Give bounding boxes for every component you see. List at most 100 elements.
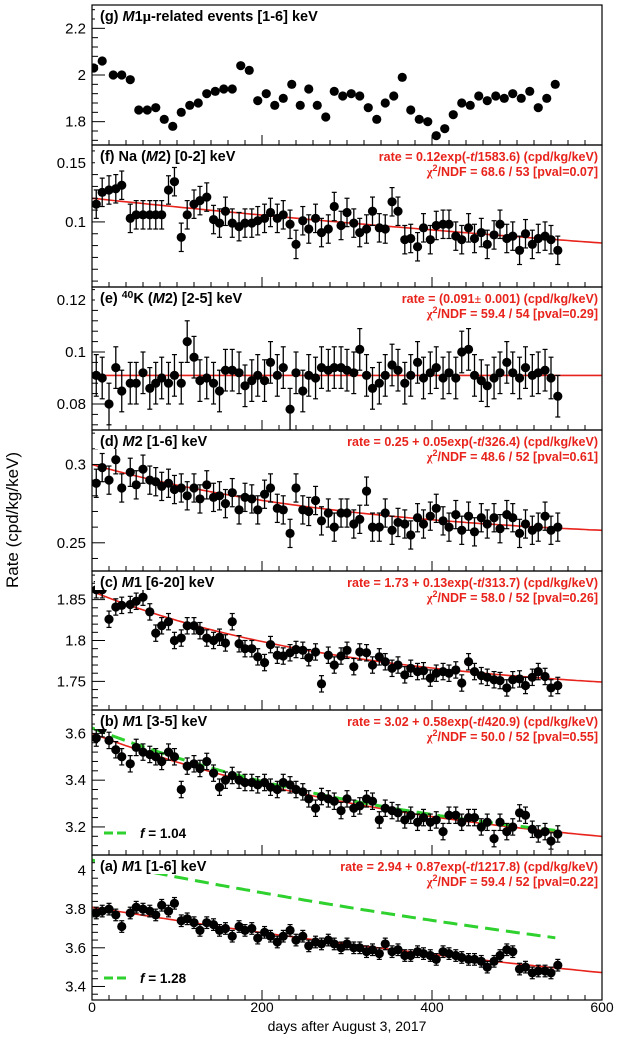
fit-chi2: χ2/NDF = 59.4 / 52 [pval=0.22] <box>426 873 598 889</box>
data-point <box>463 511 474 521</box>
fit-chi2: χ2/NDF = 48.6 / 52 [pval=0.61] <box>426 448 598 464</box>
y-tick-label: 3.4 <box>65 978 86 995</box>
data-point <box>367 796 378 806</box>
data-point <box>431 954 441 965</box>
data-point <box>374 815 384 825</box>
data-point <box>259 489 270 499</box>
data-point <box>514 245 525 255</box>
x-axis-label: days after August 3, 2017 <box>268 1018 427 1034</box>
data-point <box>92 478 101 488</box>
data-point <box>214 218 225 228</box>
data-point <box>310 495 321 506</box>
data-point <box>227 218 237 228</box>
data-point <box>367 383 378 393</box>
data-point <box>336 651 346 661</box>
data-point <box>159 114 169 124</box>
data-point <box>310 803 321 813</box>
data-point <box>220 206 231 216</box>
fit-formula: rate = (0.091± 0.001) (cpd/kg/keV) <box>402 292 598 306</box>
data-point <box>291 483 301 493</box>
data-point <box>502 357 512 367</box>
data-point <box>438 516 448 526</box>
data-point <box>240 218 250 228</box>
data-point <box>367 660 378 670</box>
data-point <box>508 89 518 99</box>
data-point <box>393 365 403 375</box>
fit-formula: rate = 3.02 + 0.58exp(-t/420.9) (cpd/kg/… <box>347 715 598 729</box>
panel-b: 3.2 3.4 3.6 (b) M1 [3-5] keV rate = 3.02 + 0… <box>65 709 603 856</box>
data-point <box>516 93 526 103</box>
data-point <box>278 505 288 515</box>
data-point <box>259 657 270 668</box>
data-point <box>457 817 467 827</box>
data-point <box>451 509 461 520</box>
data-point <box>298 645 308 655</box>
data-point <box>247 376 257 386</box>
data-point <box>169 898 180 908</box>
data-point <box>131 378 141 388</box>
data-point <box>418 666 429 676</box>
data-point <box>400 519 410 529</box>
data-point <box>431 363 441 373</box>
data-point <box>444 522 454 532</box>
data-point <box>361 370 372 380</box>
title-background <box>95 573 220 590</box>
data-point <box>253 370 263 380</box>
data-point <box>210 86 220 96</box>
data-point <box>104 735 114 746</box>
data-point <box>265 357 276 367</box>
data-point <box>387 525 397 535</box>
data-point <box>227 931 237 941</box>
data-point <box>457 235 467 245</box>
panel-e: 0.08 0.1 0.12 (e) 40K (M2) [2-5] keV rate = … <box>57 286 603 431</box>
data-point <box>367 206 378 216</box>
data-point <box>304 794 314 804</box>
data-point <box>253 933 263 943</box>
data-point <box>482 239 492 249</box>
data-point <box>457 98 467 108</box>
data-point <box>465 100 475 110</box>
data-point <box>489 956 499 966</box>
data-point <box>131 480 141 490</box>
data-point <box>489 834 499 844</box>
data-point <box>406 233 416 244</box>
data-point <box>169 752 180 762</box>
data-point <box>323 508 333 518</box>
data-point <box>316 679 327 689</box>
data-point <box>208 920 219 930</box>
data-point <box>182 914 192 924</box>
data-point <box>92 199 101 209</box>
data-point <box>533 666 543 677</box>
panel-frame <box>91 4 603 146</box>
data-point <box>346 89 356 99</box>
data-point <box>495 368 505 378</box>
data-point <box>520 810 531 820</box>
data-point <box>476 227 486 238</box>
data-point <box>97 373 107 383</box>
data-point <box>176 232 186 242</box>
data-point <box>157 900 167 910</box>
data-point <box>138 368 148 378</box>
data-point <box>474 91 484 101</box>
data-point <box>247 644 257 654</box>
data-point <box>92 733 101 743</box>
data-point <box>163 906 174 916</box>
y-axis-label: Rate (cpd/kg/keV) <box>3 452 22 588</box>
data-point <box>482 962 492 972</box>
data-point <box>117 483 127 493</box>
data-point <box>514 528 525 539</box>
data-point <box>444 668 454 678</box>
data-point <box>361 486 372 496</box>
data-point <box>397 72 407 82</box>
data-point <box>189 483 199 493</box>
data-point <box>253 505 263 515</box>
data-point <box>431 815 441 825</box>
data-point <box>234 368 244 378</box>
data-point <box>316 516 327 526</box>
data-point <box>295 100 305 110</box>
data-point <box>117 70 127 80</box>
data-point <box>131 210 141 220</box>
data-point <box>508 513 518 523</box>
data-point <box>520 680 531 691</box>
data-point <box>104 614 114 624</box>
